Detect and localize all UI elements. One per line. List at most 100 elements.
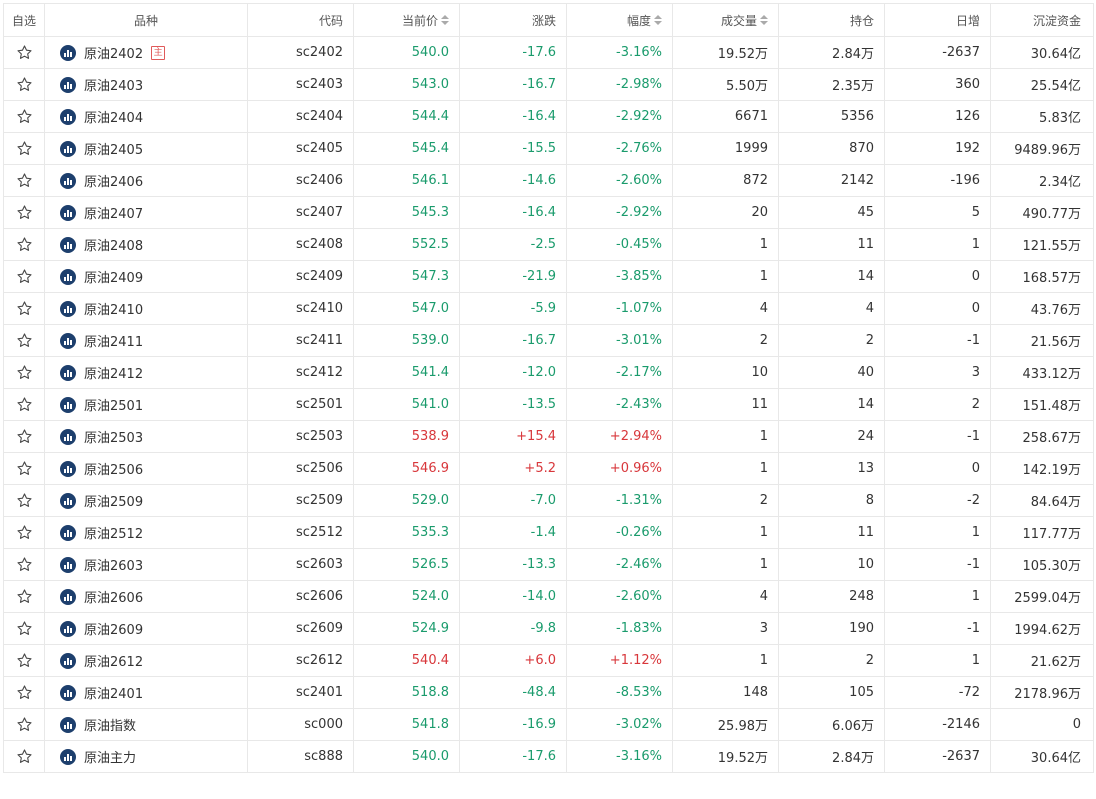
chart-icon[interactable] [60, 524, 76, 541]
chart-icon[interactable] [60, 268, 76, 285]
table-row[interactable]: 原油2404 sc2404 544.4 -16.4 -2.92% 6671 5356 126 5… [4, 101, 1094, 133]
table-row[interactable]: 原油2409 sc2409 547.3 -21.9 -3.85% 1 14 0 168.57万 [4, 261, 1094, 293]
star-icon[interactable] [16, 588, 33, 605]
sort-icon[interactable] [760, 15, 768, 25]
table-row[interactable]: 原油2401 sc2401 518.8 -48.4 -8.53% 148 105 -72 217… [4, 677, 1094, 709]
contract-name[interactable]: 原油2408 [84, 239, 144, 254]
table-row[interactable]: 原油2503 sc2503 538.9 +15.4 +2.94% 1 24 -1 258.67万 [4, 421, 1094, 453]
star-icon[interactable] [16, 652, 33, 669]
star-icon[interactable] [16, 108, 33, 125]
chart-icon[interactable] [60, 332, 76, 349]
table-row[interactable]: 原油2509 sc2509 529.0 -7.0 -1.31% 2 8 -2 84.64万 [4, 485, 1094, 517]
star-icon[interactable] [16, 204, 33, 221]
table-row[interactable]: 原油主力 sc888 540.0 -17.6 -3.16% 19.52万 2.84万 -263… [4, 741, 1094, 773]
star-icon[interactable] [16, 76, 33, 93]
star-icon[interactable] [16, 332, 33, 349]
table-row[interactable]: 原油2506 sc2506 546.9 +5.2 +0.96% 1 13 0 142.19万 [4, 453, 1094, 485]
table-row[interactable]: 原油2612 sc2612 540.4 +6.0 +1.12% 1 2 1 21.62万 [4, 645, 1094, 677]
contract-name[interactable]: 原油2406 [84, 175, 144, 190]
star-icon[interactable] [16, 236, 33, 253]
chart-icon[interactable] [60, 300, 76, 317]
star-icon[interactable] [16, 140, 33, 157]
star-icon[interactable] [16, 492, 33, 509]
star-icon[interactable] [16, 748, 33, 765]
contract-name[interactable]: 原油2603 [84, 559, 144, 574]
star-icon[interactable] [16, 524, 33, 541]
chart-icon[interactable] [60, 108, 76, 125]
contract-name[interactable]: 原油2405 [84, 143, 144, 158]
chart-icon[interactable] [60, 396, 76, 413]
contract-name[interactable]: 原油2609 [84, 623, 144, 638]
header-volume[interactable]: 成交量 [673, 4, 779, 36]
chart-icon[interactable] [60, 620, 76, 637]
table-row[interactable]: 原油2603 sc2603 526.5 -13.3 -2.46% 1 10 -1 105.30万 [4, 549, 1094, 581]
table-row[interactable]: 原油指数 sc000 541.8 -16.9 -3.02% 25.98万 6.06万 -214… [4, 709, 1094, 741]
contract-name[interactable]: 原油2402 [84, 47, 144, 62]
table-row[interactable]: 原油2405 sc2405 545.4 -15.5 -2.76% 1999 870 192 94… [4, 133, 1094, 165]
header-price[interactable]: 当前价 [354, 4, 460, 36]
star-icon[interactable] [16, 364, 33, 381]
contract-name[interactable]: 原油2501 [84, 399, 144, 414]
chart-icon[interactable] [60, 716, 76, 733]
chart-icon[interactable] [60, 684, 76, 701]
table-row[interactable]: 原油2412 sc2412 541.4 -12.0 -2.17% 10 40 3 433.12万 [4, 357, 1094, 389]
contract-name[interactable]: 原油2401 [84, 687, 144, 702]
table-row[interactable]: 原油2407 sc2407 545.3 -16.4 -2.92% 20 45 5 490.77万 [4, 197, 1094, 229]
star-icon[interactable] [16, 300, 33, 317]
contract-name[interactable]: 原油2506 [84, 463, 144, 478]
contract-name[interactable]: 原油2409 [84, 271, 144, 286]
star-icon[interactable] [16, 620, 33, 637]
price-cell: 538.9 [354, 421, 460, 452]
chart-icon[interactable] [60, 76, 76, 93]
contract-name[interactable]: 原油主力 [84, 751, 137, 766]
table-row[interactable]: 原油2410 sc2410 547.0 -5.9 -1.07% 4 4 0 43.76万 [4, 293, 1094, 325]
contract-name[interactable]: 原油2606 [84, 591, 144, 606]
sort-icon[interactable] [654, 15, 662, 25]
star-icon[interactable] [16, 556, 33, 573]
chart-icon[interactable] [60, 44, 76, 61]
contract-name[interactable]: 原油2410 [84, 303, 144, 318]
chart-icon[interactable] [60, 204, 76, 221]
contract-name[interactable]: 原油2612 [84, 655, 144, 670]
table-row[interactable]: 原油2606 sc2606 524.0 -14.0 -2.60% 4 248 1 2599.04… [4, 581, 1094, 613]
table-row[interactable]: 原油2402 主 sc2402 540.0 -17.6 -3.16% 19.52万 2.84万… [4, 37, 1094, 69]
chart-icon[interactable] [60, 588, 76, 605]
contract-name[interactable]: 原油2411 [84, 335, 144, 350]
chart-icon[interactable] [60, 364, 76, 381]
contract-name[interactable]: 原油2512 [84, 527, 144, 542]
chart-icon[interactable] [60, 748, 76, 765]
contract-name[interactable]: 原油2404 [84, 111, 144, 126]
star-icon[interactable] [16, 428, 33, 445]
star-icon[interactable] [16, 716, 33, 733]
contract-name[interactable]: 原油2503 [84, 431, 144, 446]
daily-increase-cell: 360 [885, 69, 991, 100]
chart-icon[interactable] [60, 556, 76, 573]
table-row[interactable]: 原油2411 sc2411 539.0 -16.7 -3.01% 2 2 -1 21.56万 [4, 325, 1094, 357]
table-row[interactable]: 原油2609 sc2609 524.9 -9.8 -1.83% 3 190 -1 1994.62… [4, 613, 1094, 645]
star-icon[interactable] [16, 172, 33, 189]
table-row[interactable]: 原油2408 sc2408 552.5 -2.5 -0.45% 1 11 1 121.55万 [4, 229, 1094, 261]
table-row[interactable]: 原油2406 sc2406 546.1 -14.6 -2.60% 872 2142 -196 2… [4, 165, 1094, 197]
table-row[interactable]: 原油2512 sc2512 535.3 -1.4 -0.26% 1 11 1 117.77万 [4, 517, 1094, 549]
table-row[interactable]: 原油2501 sc2501 541.0 -13.5 -2.43% 11 14 2 151.48万 [4, 389, 1094, 421]
star-icon[interactable] [16, 684, 33, 701]
chart-icon[interactable] [60, 236, 76, 253]
contract-name[interactable]: 原油2403 [84, 79, 144, 94]
contract-name[interactable]: 原油2509 [84, 495, 144, 510]
star-icon[interactable] [16, 460, 33, 477]
chart-icon[interactable] [60, 492, 76, 509]
sort-icon[interactable] [441, 15, 449, 25]
contract-name[interactable]: 原油2407 [84, 207, 144, 222]
chart-icon[interactable] [60, 172, 76, 189]
chart-icon[interactable] [60, 652, 76, 669]
header-change-pct[interactable]: 幅度 [567, 4, 673, 36]
contract-name[interactable]: 原油指数 [84, 719, 137, 734]
chart-icon[interactable] [60, 140, 76, 157]
star-icon[interactable] [16, 396, 33, 413]
star-icon[interactable] [16, 268, 33, 285]
chart-icon[interactable] [60, 460, 76, 477]
table-row[interactable]: 原油2403 sc2403 543.0 -16.7 -2.98% 5.50万 2.35万 36… [4, 69, 1094, 101]
star-icon[interactable] [16, 44, 33, 61]
contract-name[interactable]: 原油2412 [84, 367, 144, 382]
chart-icon[interactable] [60, 428, 76, 445]
